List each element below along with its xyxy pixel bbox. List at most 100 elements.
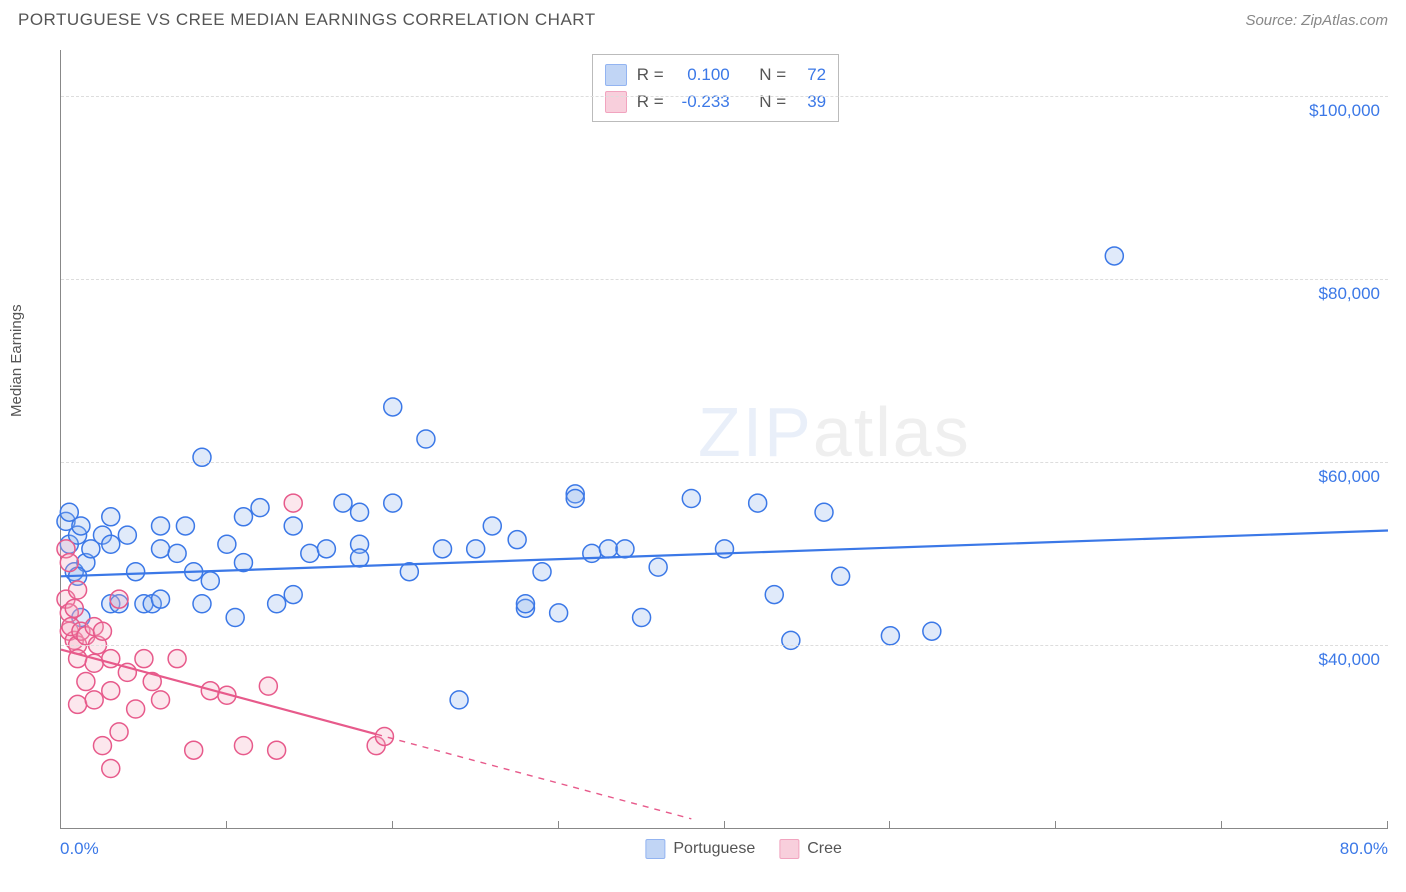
trend-line	[61, 531, 1388, 577]
plot-region: ZIPatlas R = 0.100 N = 72 R = -0.233 N =…	[60, 50, 1388, 829]
data-point	[193, 595, 211, 613]
data-point	[185, 741, 203, 759]
data-point	[434, 540, 452, 558]
data-point	[152, 540, 170, 558]
data-point	[176, 517, 194, 535]
data-point	[77, 673, 95, 691]
data-point	[110, 590, 128, 608]
x-max-label: 80.0%	[1340, 839, 1388, 859]
stat-r: 0.100	[674, 61, 730, 88]
x-tick	[558, 821, 559, 829]
x-tick	[724, 821, 725, 829]
x-tick	[1055, 821, 1056, 829]
gridline	[61, 279, 1388, 280]
trend-line-dashed	[376, 734, 691, 819]
legend-swatch	[605, 91, 627, 113]
data-point	[765, 586, 783, 604]
data-point	[65, 599, 83, 617]
y-tick-label: $100,000	[1309, 101, 1380, 121]
data-point	[716, 540, 734, 558]
data-point	[234, 508, 252, 526]
legend-swatch	[645, 839, 665, 859]
data-point	[168, 650, 186, 668]
data-point	[384, 494, 402, 512]
data-point	[516, 595, 534, 613]
y-tick-label: $80,000	[1319, 284, 1380, 304]
data-point	[533, 563, 551, 581]
data-point	[616, 540, 634, 558]
data-point	[566, 489, 584, 507]
legend-swatch	[605, 64, 627, 86]
data-point	[284, 586, 302, 604]
data-point	[69, 581, 87, 599]
stat-n: 39	[796, 88, 826, 115]
gridline	[61, 462, 1388, 463]
data-point	[193, 448, 211, 466]
x-tick	[889, 821, 890, 829]
data-point	[782, 631, 800, 649]
x-tick	[1221, 821, 1222, 829]
gridline	[61, 96, 1388, 97]
y-tick-label: $60,000	[1319, 467, 1380, 487]
x-tick	[1387, 821, 1388, 829]
legend-item: Cree	[779, 839, 842, 859]
data-point	[251, 499, 269, 517]
data-point	[508, 531, 526, 549]
chart-header: PORTUGUESE VS CREE MEDIAN EARNINGS CORRE…	[0, 0, 1406, 36]
bottom-legend: Portuguese Cree	[645, 839, 842, 859]
data-point	[102, 508, 120, 526]
data-point	[218, 535, 236, 553]
data-point	[152, 590, 170, 608]
data-point	[102, 760, 120, 778]
data-point	[259, 677, 277, 695]
x-tick	[60, 821, 61, 829]
data-point	[102, 682, 120, 700]
chart-title: PORTUGUESE VS CREE MEDIAN EARNINGS CORRE…	[18, 10, 596, 30]
legend-label: Portuguese	[673, 840, 755, 858]
data-point	[284, 517, 302, 535]
y-axis-label: Median Earnings	[8, 304, 25, 417]
data-point	[127, 700, 145, 718]
data-point	[118, 526, 136, 544]
data-point	[749, 494, 767, 512]
data-point	[633, 608, 651, 626]
data-point	[384, 398, 402, 416]
stats-row: R = -0.233 N = 39	[605, 88, 826, 115]
data-point	[268, 595, 286, 613]
stat-r: -0.233	[674, 88, 730, 115]
data-point	[467, 540, 485, 558]
data-point	[152, 691, 170, 709]
data-point	[417, 430, 435, 448]
data-point	[93, 622, 111, 640]
data-point	[168, 544, 186, 562]
data-point	[127, 563, 145, 581]
y-tick-label: $40,000	[1319, 650, 1380, 670]
data-point	[351, 549, 369, 567]
data-point	[317, 540, 335, 558]
data-point	[102, 535, 120, 553]
data-point	[550, 604, 568, 622]
x-min-label: 0.0%	[60, 839, 99, 859]
stat-n: 72	[796, 61, 826, 88]
data-point	[69, 695, 87, 713]
data-point	[881, 627, 899, 645]
data-point	[832, 567, 850, 585]
data-point	[284, 494, 302, 512]
data-point	[152, 517, 170, 535]
x-tick	[226, 821, 227, 829]
data-point	[375, 727, 393, 745]
chart-area: Median Earnings ZIPatlas R = 0.100 N = 7…	[18, 40, 1388, 874]
data-point	[93, 737, 111, 755]
data-point	[583, 544, 601, 562]
data-point	[483, 517, 501, 535]
data-point	[815, 503, 833, 521]
x-tick	[392, 821, 393, 829]
data-point	[450, 691, 468, 709]
data-point	[201, 572, 219, 590]
stats-legend-box: R = 0.100 N = 72 R = -0.233 N = 39	[592, 54, 839, 122]
data-point	[923, 622, 941, 640]
data-point	[599, 540, 617, 558]
data-point	[226, 608, 244, 626]
data-point	[234, 737, 252, 755]
data-point	[649, 558, 667, 576]
